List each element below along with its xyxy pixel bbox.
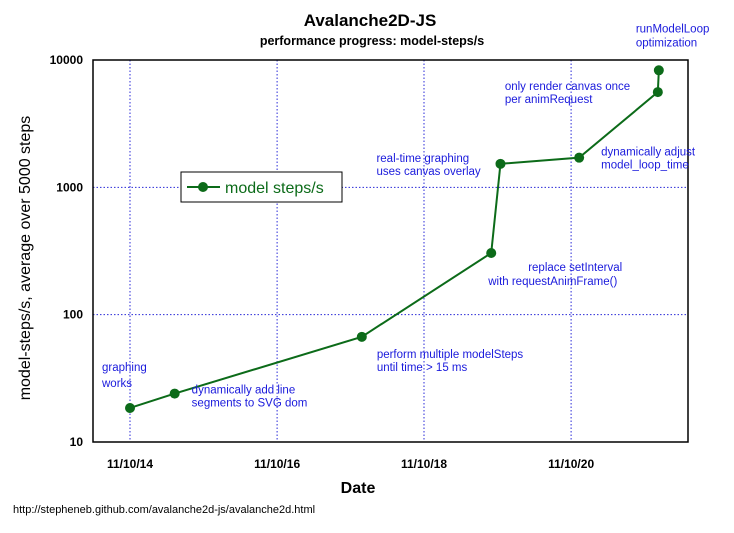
annotation-9: uses canvas overlay [376,166,480,178]
annotation-0: graphing [102,362,147,374]
x-axis-label: Date [341,480,376,497]
annotation-10: dynamically adjust [601,147,696,159]
series-layer [125,65,664,413]
data-point-6 [652,87,663,98]
annotation-8: real-time graphing [376,153,469,165]
data-point-4 [495,158,506,169]
annotation-11: model_loop_time [601,160,689,172]
data-point-7 [653,65,664,76]
annotation-14: runModelLoop [636,23,710,35]
annotation-3: segments to SVG dom [192,398,308,410]
annotation-2: dynamically add line [192,385,296,397]
footer-url[interactable]: http://stepheneb.github.com/avalanche2d-… [13,504,315,516]
annotation-7: with requestAnimFrame() [487,276,617,288]
data-point-3 [486,247,497,258]
data-point-0 [125,402,135,413]
x-tick-label-1: 11/10/16 [254,457,300,471]
y-tick-labels: 10 100 1000 10000 [50,53,84,449]
annotation-12: only render canvas once [505,81,630,93]
x-tick-label-3: 11/10/20 [548,457,594,471]
plot-frame [92,59,689,443]
legend: model steps/s [180,171,343,203]
annotation-4: perform multiple modelSteps [377,349,524,361]
x-tick-label-0: 11/10/14 [107,457,153,471]
annotation-13: per animRequest [505,94,593,106]
legend-label: model steps/s [225,180,324,197]
y-tick-label-3: 10000 [50,53,84,67]
legend-marker [198,182,208,192]
y-tick-label-1: 100 [63,308,83,322]
grid [93,59,688,443]
y-tick-label-0: 10 [70,435,84,449]
chart-subtitle: performance progress: model-steps/s [260,34,484,48]
annotation-15: optimization [636,37,697,49]
annotation-5: until time > 15 ms [377,362,468,374]
data-point-2 [356,331,367,342]
chart-title: Avalanche2D-JS [304,11,437,30]
data-point-5 [574,152,585,163]
annotation-6: replace setInterval [528,262,622,274]
data-point-1 [169,388,180,399]
annotation-1: works [101,378,132,390]
series-line-0 [129,70,660,409]
x-tick-labels: 11/10/14 11/10/16 11/10/18 11/10/20 [107,457,594,471]
annotations-layer: graphing works dynamically add linesegment… [101,23,709,409]
y-tick-label-2: 1000 [56,180,83,194]
x-tick-label-2: 11/10/18 [401,457,447,471]
y-axis-label: model-steps/s, average over 5000 steps [17,116,34,401]
